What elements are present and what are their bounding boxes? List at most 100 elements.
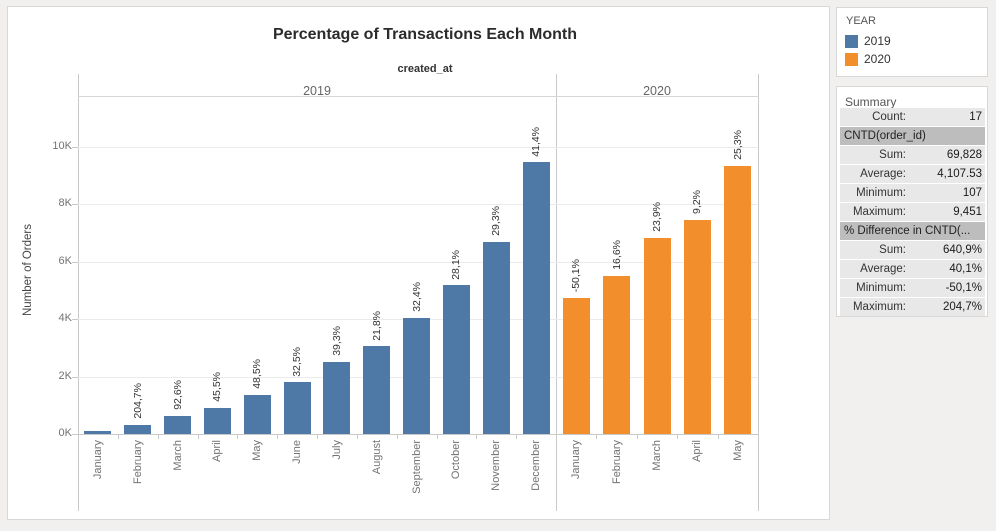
y-tick-label-8K: 8K <box>58 197 72 209</box>
summary-stat-label: Count: <box>872 111 906 123</box>
x-axis-label-2019-July: July <box>330 440 343 460</box>
summary-stat-row: Count: 17 <box>840 108 985 126</box>
bar-label-2019-July: 39,3% <box>330 326 343 357</box>
summary-title: Summary <box>845 95 897 109</box>
summary-stat-label: Average: <box>860 263 906 275</box>
x-axis-line <box>78 434 758 435</box>
bar-2019-June[interactable] <box>283 382 311 434</box>
x-tick-mark <box>277 435 279 439</box>
y-tick-mark <box>72 261 78 263</box>
legend-item-2020[interactable]: 2020 <box>845 52 891 66</box>
y-tick-label-10K: 10K <box>52 139 72 152</box>
y-axis-title: Number of Orders <box>22 223 34 317</box>
x-axis-label-2019-May: May <box>251 440 264 461</box>
bar-label-2020-February: 16,6% <box>610 240 623 270</box>
bar-label-2019-August: 21,8% <box>370 310 383 341</box>
gridline-10K <box>78 146 758 148</box>
legend-swatch-2019 <box>845 34 858 48</box>
summary-stat-value: -50,1% <box>945 282 982 294</box>
bar-label-2019-June: 32,5% <box>291 346 304 377</box>
bar-2020-April[interactable] <box>683 220 711 434</box>
summary-stat-value: 204,7% <box>942 301 982 313</box>
summary-stat-row: Average: 40,1% <box>840 260 985 278</box>
chart-title: Percentage of Transactions Each Month <box>272 26 578 43</box>
summary-stat-value: 640,9% <box>942 244 982 256</box>
x-axis-label-2019-December: December <box>530 440 543 491</box>
x-axis-label-2020-March: March <box>651 440 663 471</box>
pane-divider-line <box>556 74 557 511</box>
y-tick-mark <box>72 146 78 148</box>
summary-stat-label: Sum: <box>879 149 906 161</box>
bar-2020-May[interactable] <box>724 165 752 434</box>
summary-panel: Summary Count: 17 CNTD(order_id) Sum: 69,828… <box>836 86 988 317</box>
summary-section-header: % Difference in CNTD(... <box>840 222 985 240</box>
bar-2019-November[interactable] <box>482 241 510 434</box>
summary-stat-row: Maximum: 204,7% <box>840 298 985 316</box>
y-tick-label-4K: 4K <box>58 312 72 324</box>
bar-2019-January[interactable] <box>84 430 112 434</box>
summary-stat-row: Sum: 640,9% <box>840 241 985 259</box>
gridline-6K <box>78 261 758 263</box>
summary-stat-label: Minimum: <box>856 187 906 199</box>
y-tick-label-2K: 2K <box>58 369 72 382</box>
bar-label-2019-May: 48,5% <box>251 359 264 389</box>
x-axis-label-2020-January: January <box>570 440 583 480</box>
x-tick-mark <box>157 435 159 439</box>
summary-stat-value: 4,107.53 <box>937 168 982 180</box>
bar-2019-February[interactable] <box>124 424 152 434</box>
gridline-8K <box>78 204 758 205</box>
bar-2019-April[interactable] <box>203 407 231 434</box>
bar-2019-August[interactable] <box>363 346 391 434</box>
bar-label-2019-November: 29,3% <box>490 205 503 236</box>
y-tick-mark <box>72 319 78 320</box>
legend-label: 2019 <box>864 34 891 48</box>
legend-item-2019[interactable]: 2019 <box>845 34 891 48</box>
bar-2019-December[interactable] <box>522 162 550 434</box>
bar-label-2020-March: 23,9% <box>651 202 663 233</box>
bar-label-2020-May: 25,3% <box>731 130 744 160</box>
bar-2020-January[interactable] <box>562 298 590 434</box>
bar-2019-September[interactable] <box>403 317 431 434</box>
x-tick-mark <box>596 435 598 439</box>
y-axis-line <box>78 74 79 511</box>
summary-stat-value: 107 <box>962 187 982 199</box>
plot-right-border <box>758 74 759 511</box>
x-tick-mark <box>717 435 719 439</box>
x-tick-mark <box>396 435 398 439</box>
x-axis-label-2020-April: April <box>691 440 704 463</box>
summary-stat-row: Minimum: -50,1% <box>840 279 985 297</box>
bar-2019-October[interactable] <box>442 285 470 434</box>
summary-stat-row: Average: 4,107.53 <box>840 165 985 183</box>
year-legend-panel: YEAR 2019 2020 <box>836 7 988 77</box>
bar-label-2019-October: 28,1% <box>450 249 463 280</box>
bar-2019-March[interactable] <box>164 415 192 434</box>
summary-stat-row: Minimum: 107 <box>840 184 985 202</box>
bar-2020-March[interactable] <box>643 238 671 434</box>
bar-label-2019-April: 45,5% <box>211 371 224 402</box>
x-axis-label-2019-March: March <box>171 440 184 471</box>
legend-label: 2020 <box>864 52 891 66</box>
pane-header-2020: 2020 <box>643 84 671 98</box>
bar-2019-May[interactable] <box>243 394 271 434</box>
x-tick-mark <box>636 435 638 439</box>
bar-label-2019-March: 92,6% <box>171 380 184 410</box>
x-tick-mark <box>436 435 438 439</box>
column-field-label: created_at <box>397 63 453 75</box>
summary-stat-value: 69,828 <box>946 149 982 161</box>
summary-stat-value: 17 <box>969 111 982 123</box>
legend-title: YEAR <box>846 15 876 27</box>
x-tick-mark <box>78 435 79 439</box>
bar-2020-February[interactable] <box>603 275 631 434</box>
summary-stat-label: Minimum: <box>856 282 906 294</box>
summary-section-header: CNTD(order_id) <box>840 127 985 145</box>
x-axis-label-2019-October: October <box>450 440 463 480</box>
bar-2019-July[interactable] <box>323 362 351 434</box>
x-axis-label-2019-November: November <box>490 440 503 491</box>
y-tick-mark <box>72 434 78 435</box>
x-tick-mark <box>556 435 557 439</box>
summary-stat-label: Average: <box>860 168 906 180</box>
y-tick-mark <box>72 376 78 378</box>
x-tick-mark <box>117 435 119 439</box>
summary-stat-row: Maximum: 9,451 <box>840 203 985 221</box>
summary-stat-row: Sum: 69,828 <box>840 146 985 164</box>
